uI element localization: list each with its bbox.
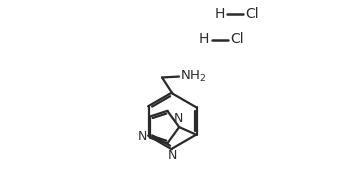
Text: Cl: Cl: [245, 7, 258, 21]
Text: N: N: [168, 149, 177, 162]
Text: N: N: [138, 130, 147, 143]
Text: NH$_2$: NH$_2$: [180, 69, 206, 84]
Text: N: N: [174, 112, 183, 125]
Text: H: H: [214, 7, 225, 21]
Text: Cl: Cl: [230, 32, 243, 46]
Text: H: H: [199, 32, 210, 46]
